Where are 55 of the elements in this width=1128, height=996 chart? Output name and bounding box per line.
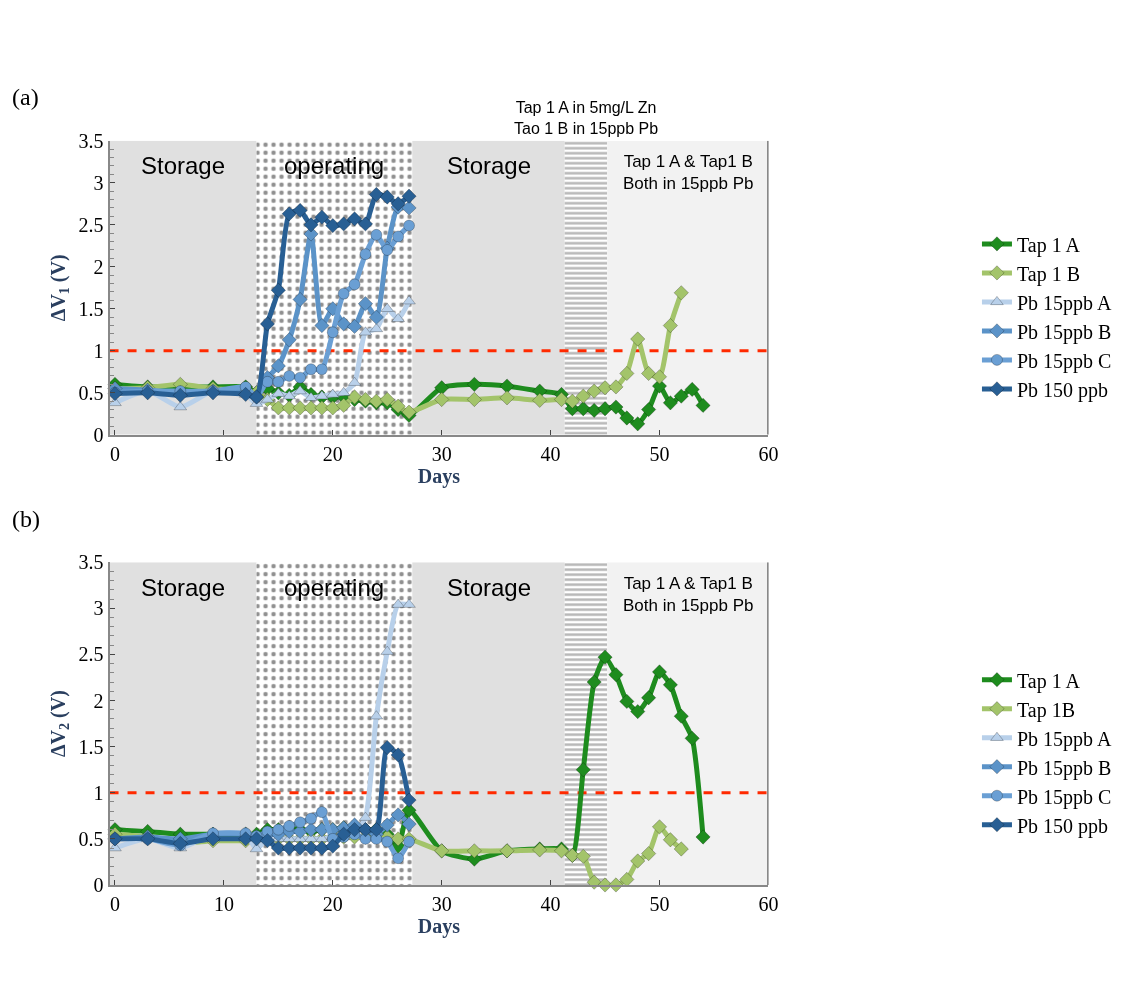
legend-label: Pb 15ppb A: [1016, 727, 1112, 751]
x-tick-label: 30: [431, 442, 452, 465]
legend-label: Pb 15ppb B: [1016, 756, 1112, 780]
legend-label: Tap 1 A: [1016, 669, 1081, 693]
y-tick-label: 1: [93, 339, 104, 362]
band-label: Tap 1 A & Tap1 B Both in 15ppb Pb: [623, 152, 754, 194]
band-label: operating: [284, 574, 385, 601]
band-label: Storage: [447, 574, 532, 601]
y-tick-label: 0: [93, 873, 104, 896]
y-tick-label: 0.5: [78, 827, 104, 850]
y-tick-label: 1: [93, 781, 104, 804]
text: (a): [12, 84, 39, 110]
legend-label: Tap 1B: [1016, 698, 1076, 722]
y-tick-label: 3: [93, 597, 104, 620]
y-tick-label: 2: [93, 689, 104, 712]
legend-label: Pb 15ppb C: [1016, 785, 1112, 809]
legend-label: Pb 15ppb B: [1016, 320, 1112, 344]
band-label: Tap 1 A in 5mg/L Zn Tao 1 B in 15ppb Pb: [514, 99, 659, 137]
x-axis-title: Days: [417, 464, 461, 488]
y-tick-label: 3.5: [78, 551, 104, 574]
legend-label: Tap 1 A: [1016, 233, 1081, 257]
x-tick-label: 40: [540, 442, 561, 465]
x-tick-label: 60: [758, 442, 779, 465]
y-tick-label: 2.5: [78, 643, 104, 666]
legend-label: Pb 150 ppb: [1016, 814, 1109, 838]
x-tick-label: 0: [109, 892, 120, 915]
x-tick-label: 50: [649, 442, 670, 465]
x-tick-label: 20: [322, 442, 343, 465]
x-tick-label: 50: [649, 892, 670, 915]
legend-label: Pb 15ppb A: [1016, 291, 1112, 315]
y-tick-label: 0.5: [78, 381, 104, 404]
x-tick-label: 0: [109, 442, 120, 465]
y-tick-label: 1.5: [78, 735, 104, 758]
band-label: Storage: [447, 152, 532, 179]
x-tick-label: 10: [213, 442, 234, 465]
x-axis-title: Days: [417, 914, 461, 938]
band-label: Storage: [141, 574, 226, 601]
band-label: operating: [284, 152, 385, 179]
x-tick-label: 60: [758, 892, 779, 915]
y-tick-label: 2.5: [78, 213, 104, 236]
y-tick-label: 3: [93, 171, 104, 194]
x-tick-label: 10: [213, 892, 234, 915]
y-tick-label: 3.5: [78, 129, 104, 152]
band-label: Storage: [141, 152, 226, 179]
legend-label: Pb 15ppb C: [1016, 349, 1112, 373]
band-label: Tap 1 A & Tap1 B Both in 15ppb Pb: [623, 574, 754, 616]
text: (b): [12, 506, 40, 532]
legend-label: Tap 1 B: [1016, 262, 1081, 286]
y-tick-label: 0: [93, 423, 104, 446]
y-tick-label: 2: [93, 255, 104, 278]
x-tick-label: 30: [431, 892, 452, 915]
x-tick-label: 20: [322, 892, 343, 915]
y-tick-label: 1.5: [78, 297, 104, 320]
x-tick-label: 40: [540, 892, 561, 915]
legend-label: Pb 150 ppb: [1016, 378, 1109, 402]
